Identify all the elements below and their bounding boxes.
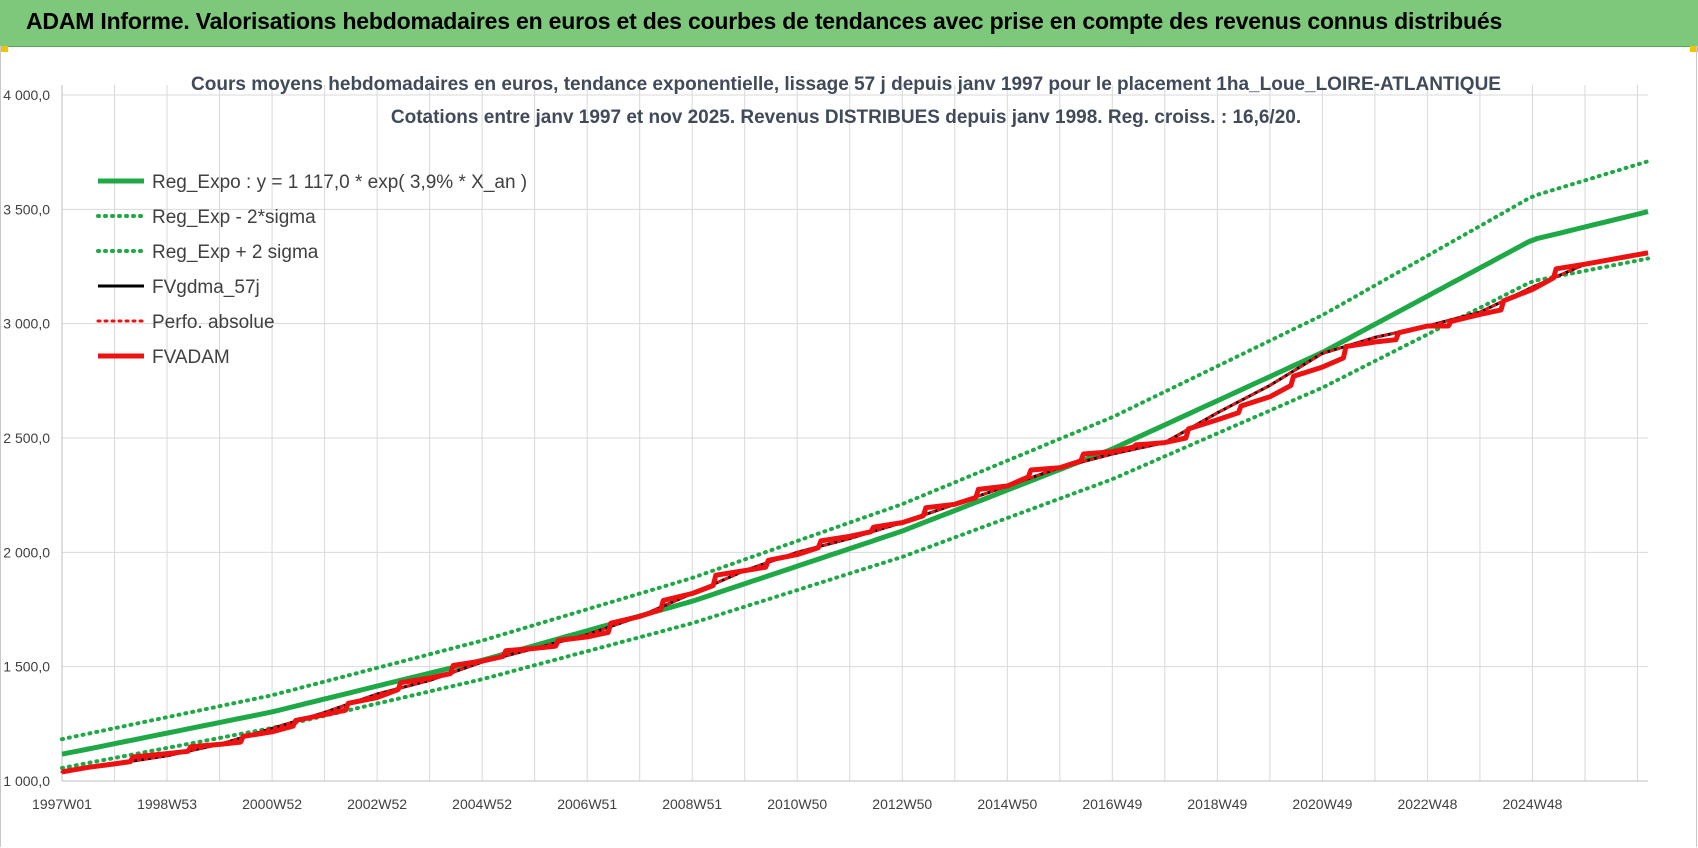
corner-marker-right — [1690, 46, 1698, 52]
x-tick-label: 2018W49 — [1187, 796, 1247, 812]
legend-label: Reg_Exp + 2 sigma — [152, 242, 319, 263]
x-tick-label: 2002W52 — [347, 796, 407, 812]
x-tick-label: 2020W49 — [1292, 796, 1352, 812]
legend-label: Reg_Expo : y = 1 117,0 * exp( 3,9% * X_a… — [152, 172, 527, 193]
chart-frame — [0, 46, 1697, 847]
corner-marker-left — [0, 46, 8, 52]
banner-title: ADAM Informe. Valorisations hebdomadaire… — [26, 8, 1503, 34]
x-tick-label: 2010W50 — [767, 796, 827, 812]
legend: Reg_Expo : y = 1 117,0 * exp( 3,9% * X_a… — [96, 172, 527, 368]
series-line-solid-red — [61, 250, 1649, 775]
x-tick-label: 1998W53 — [137, 796, 197, 812]
series-line-solid-green — [61, 209, 1649, 757]
x-tick-label: 2006W51 — [557, 796, 617, 812]
y-tick-label: 3 000,0 — [3, 316, 50, 332]
x-tick-label: 2022W48 — [1397, 796, 1457, 812]
series-layer — [60, 159, 1650, 775]
y-tick-label: 2 500,0 — [3, 430, 50, 446]
legend-label: FVgdma_57j — [152, 277, 260, 298]
legend-label: Reg_Exp - 2*sigma — [152, 207, 316, 228]
x-tick-label: 1997W01 — [32, 796, 92, 812]
chart-title: Cours moyens hebdomadaires en euros, ten… — [191, 74, 1501, 95]
series-line-dotted-green — [60, 256, 1650, 770]
chart-subtitle: Cotations entre janv 1997 et nov 2025. R… — [391, 107, 1301, 128]
grid-layer — [61, 85, 1648, 782]
y-tick-label: 2 000,0 — [3, 544, 50, 560]
x-tick-label: 2000W52 — [242, 796, 302, 812]
header-banner: ADAM Informe. Valorisations hebdomadaire… — [0, 0, 1698, 47]
y-tick-label: 1 500,0 — [3, 659, 50, 675]
legend-label: FVADAM — [152, 347, 230, 368]
y-tick-label: 3 500,0 — [3, 201, 50, 217]
x-axis-ticks: 1997W01 1998W53 2000W52 2002W52 2004W52 2006W… — [32, 796, 1563, 812]
x-tick-label: 2004W52 — [452, 796, 512, 812]
x-tick-label: 2008W51 — [662, 796, 722, 812]
x-tick-label: 2016W49 — [1082, 796, 1142, 812]
y-tick-label: 4 000,0 — [3, 87, 50, 103]
y-tick-label: 1 000,0 — [3, 773, 50, 789]
x-tick-label: 2012W50 — [872, 796, 932, 812]
y-axis-ticks: 1 000,0 1 500,0 2 000,0 2 500,0 3 000,0 3 500… — [3, 87, 50, 789]
x-tick-label: 2024W48 — [1502, 796, 1562, 812]
x-tick-label: 2014W50 — [977, 796, 1037, 812]
legend-label: Perfo. absolue — [152, 312, 275, 333]
